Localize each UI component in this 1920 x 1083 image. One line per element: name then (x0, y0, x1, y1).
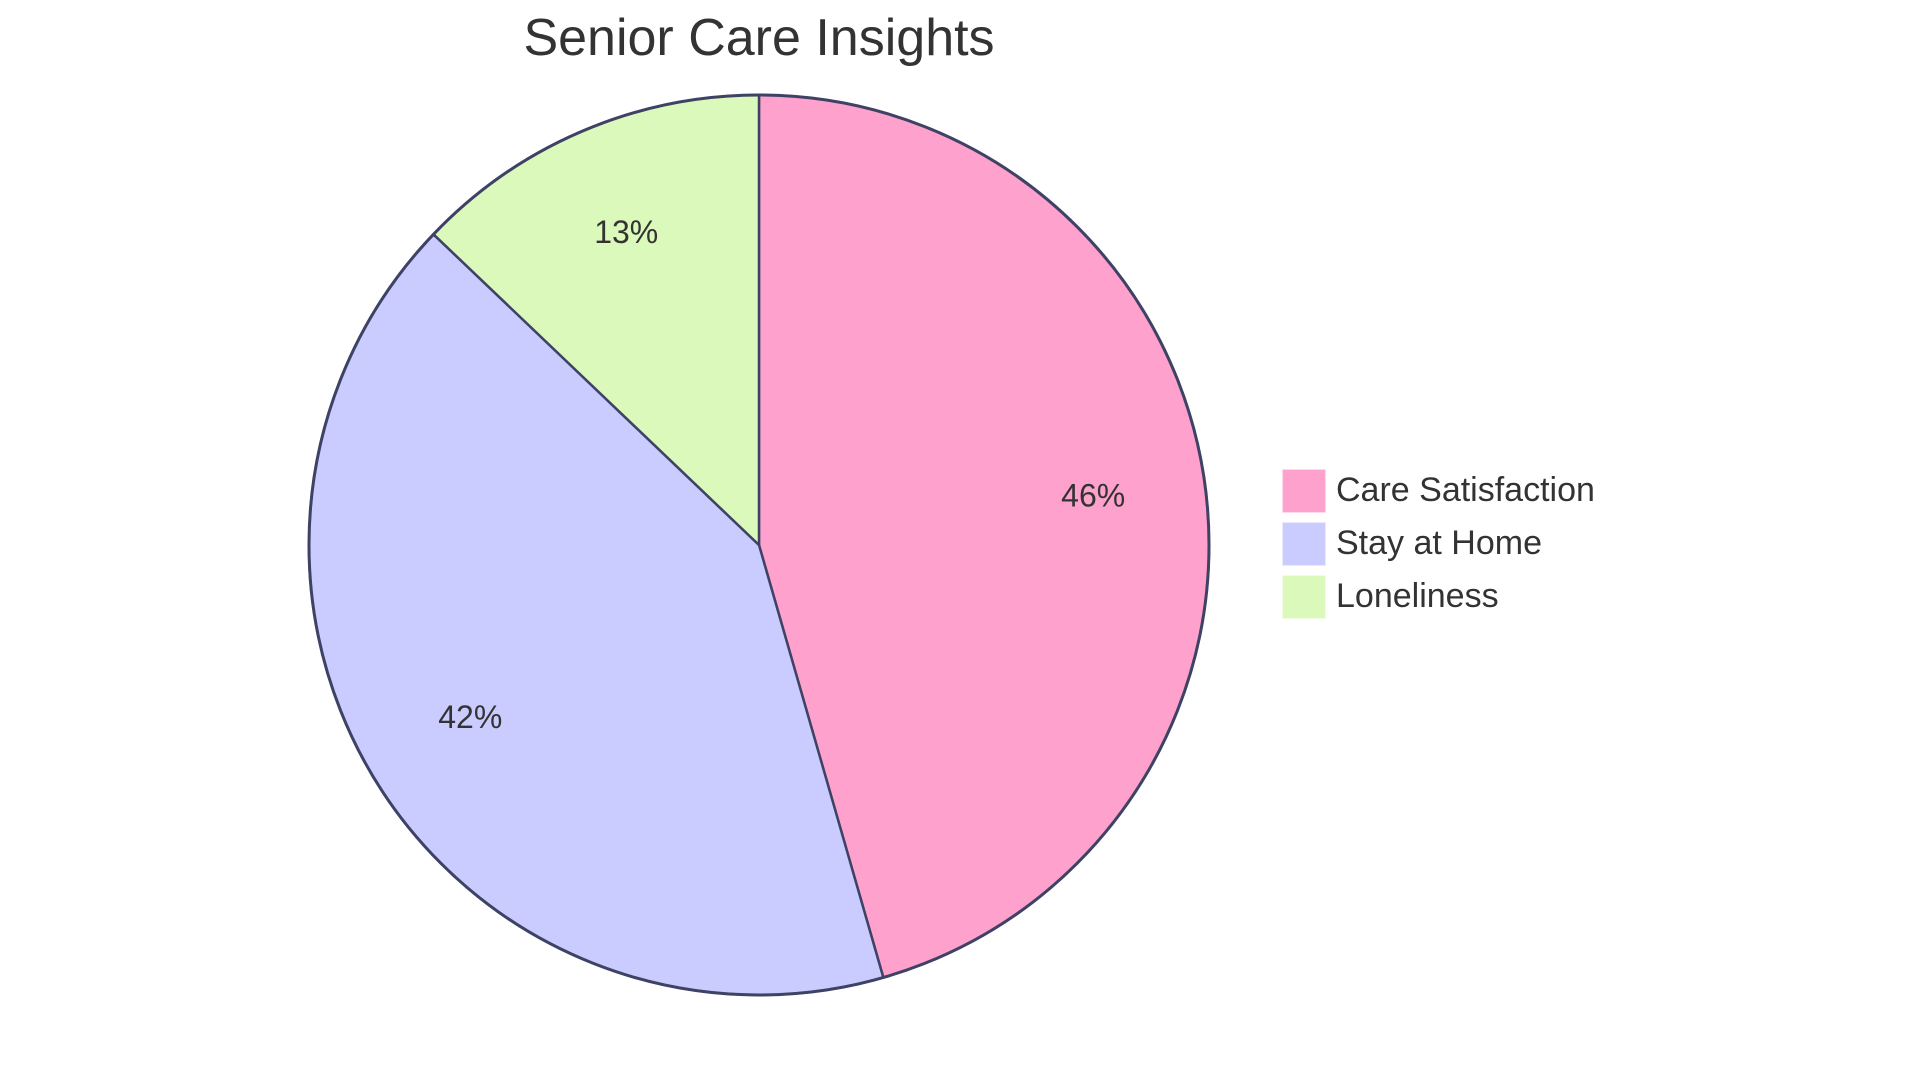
legend: Care Satisfaction Stay at Home Lonelines… (1282, 464, 1595, 623)
pie-outline (307, 93, 1211, 997)
slice-percentage-label: 42% (438, 699, 502, 735)
pie-labels: 46% 42% 13% (438, 214, 1125, 735)
legend-label: Stay at Home (1336, 524, 1542, 562)
legend-label: Care Satisfaction (1336, 471, 1595, 509)
legend-swatch (1282, 574, 1326, 619)
legend-item-loneliness: Loneliness (1282, 570, 1595, 623)
pie-slices (307, 93, 1211, 997)
legend-label: Loneliness (1336, 577, 1499, 615)
chart-title: Senior Care Insights (523, 9, 995, 67)
legend-item-care-satisfaction: Care Satisfaction (1282, 464, 1595, 517)
legend-swatch (1282, 521, 1326, 566)
legend-item-stay-at-home: Stay at Home (1282, 517, 1595, 570)
legend-swatch (1282, 468, 1326, 513)
slice-percentage-label: 46% (1061, 477, 1125, 513)
slice-percentage-label: 13% (594, 214, 658, 250)
